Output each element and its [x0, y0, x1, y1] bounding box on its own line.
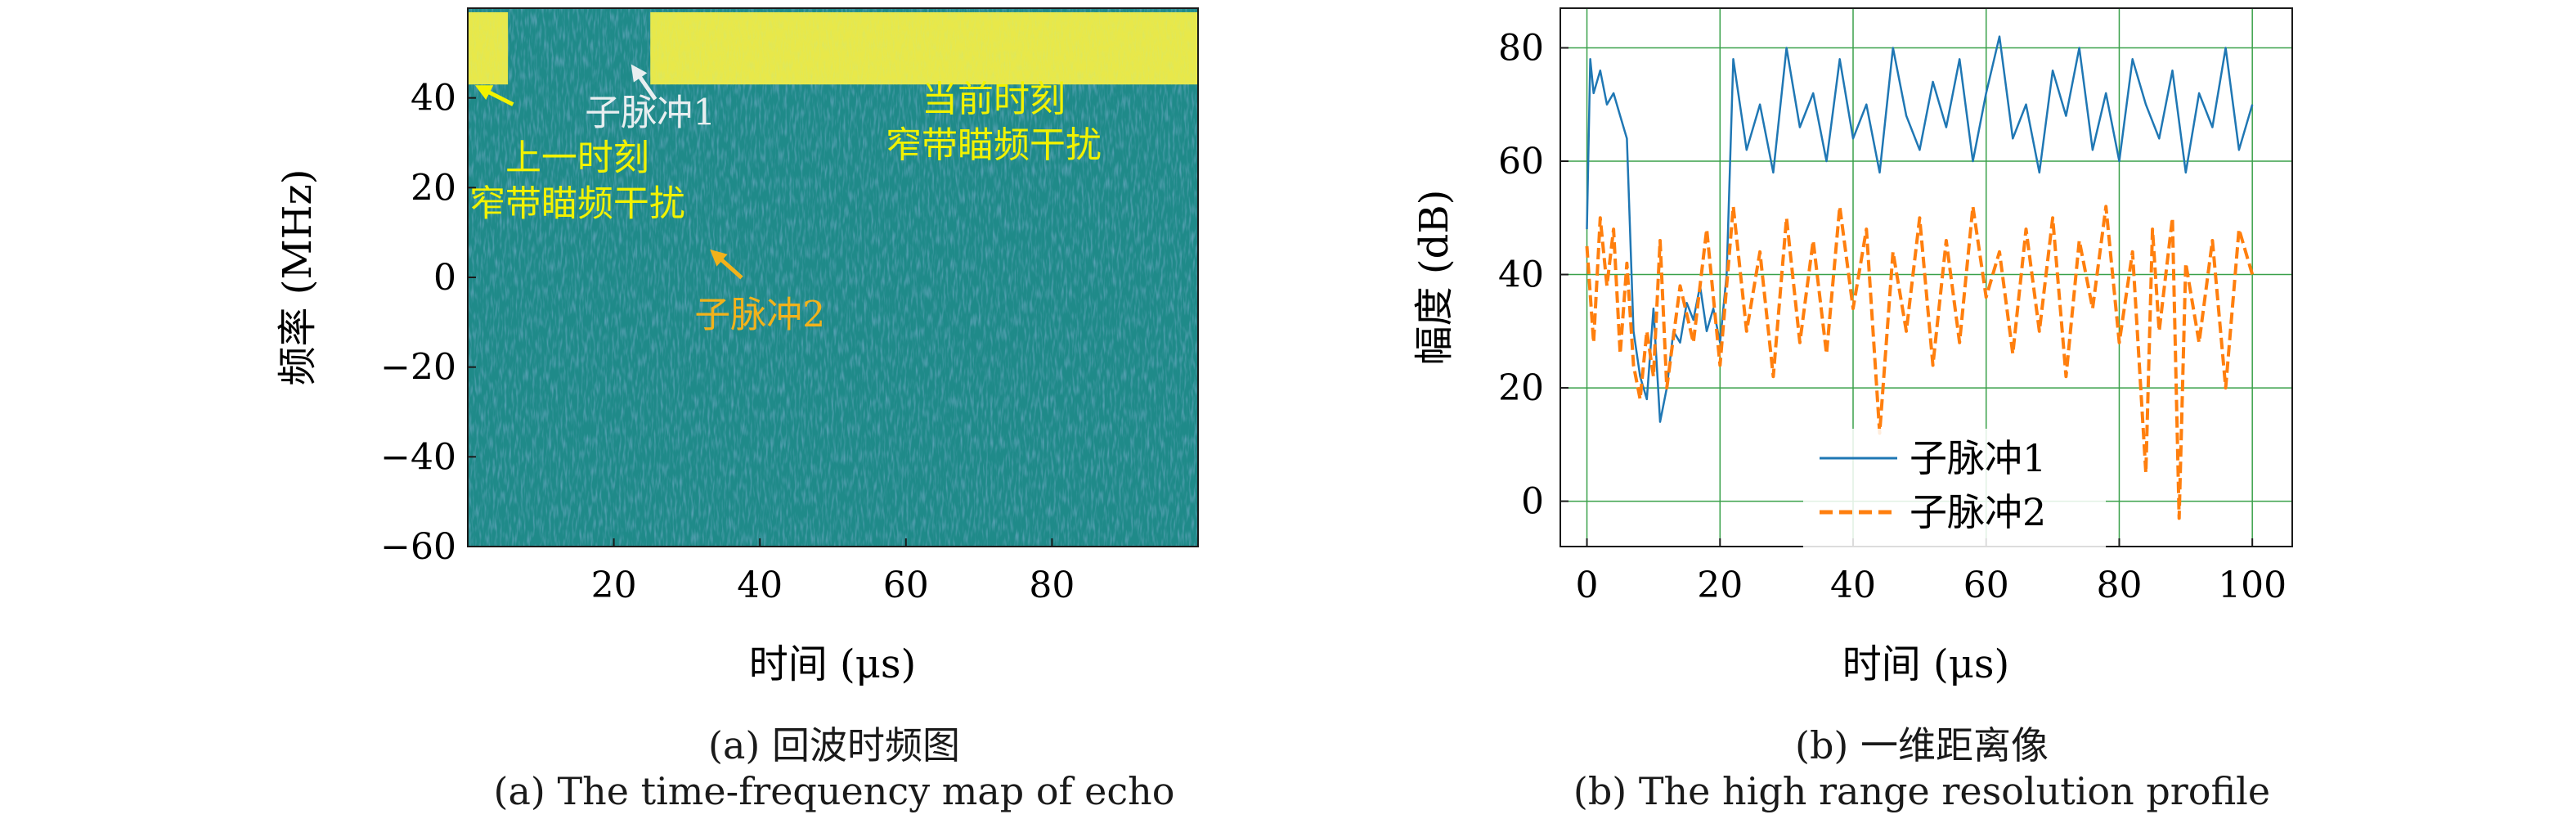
annotation-text: 上一时刻	[505, 137, 649, 178]
profile-ylabel: 幅度 (dB)	[1411, 190, 1457, 366]
annotation-text: 当前时刻	[922, 79, 1066, 120]
y-tick-label: −60	[380, 526, 456, 568]
y-tick-label: 0	[1521, 481, 1544, 523]
interference-band-texture	[650, 11, 1198, 85]
legend-label: 子脉冲1	[1910, 436, 2046, 480]
interference-band-texture	[468, 11, 509, 85]
panel-b-range-profile: 0 20 40 60 80 100 0 20 40 60 80 子脉冲1 子脉冲2 时间 (μs) 幅…	[1411, 7, 2293, 687]
spectrogram-axes: 20 40 60 80 −60 −40 −20 0 20 40	[380, 78, 1075, 606]
y-tick-label: 60	[1498, 141, 1544, 182]
caption-a-en: (a) The time-frequency map of echo	[493, 769, 1175, 813]
y-tick-label: 0	[433, 257, 456, 299]
y-tick-label: 40	[1498, 254, 1544, 296]
profile-axes: 0 20 40 60 80 100 0 20 40 60 80	[1498, 27, 2287, 606]
spectrogram-xlabel: 时间 (μs)	[749, 641, 917, 687]
spectrogram-noise	[468, 8, 1198, 547]
annotation-text: 子脉冲1	[585, 92, 716, 134]
y-tick-label: 40	[411, 78, 456, 119]
annotation-text: 窄带瞄频干扰	[469, 182, 685, 224]
interference-bands	[468, 11, 1198, 85]
series-lines	[1585, 35, 2255, 520]
x-tick-label: 60	[1963, 565, 2009, 606]
series-line-1	[1586, 35, 2254, 423]
spectrogram-ylabel: 频率 (MHz)	[275, 169, 321, 385]
x-tick-label: 100	[2218, 565, 2287, 606]
annotation-text: 子脉冲2	[694, 294, 825, 335]
legend-box	[1803, 429, 2106, 550]
y-tick-label: −20	[380, 347, 456, 389]
x-tick-label: 20	[591, 565, 637, 606]
y-tick-label: 20	[411, 167, 456, 209]
x-tick-label: 20	[1697, 565, 1743, 606]
annotation-arrow	[474, 85, 514, 106]
legend-label: 子脉冲2	[1910, 490, 2046, 534]
caption-b-en: (b) The high range resolution profile	[1573, 769, 2271, 813]
legend: 子脉冲1 子脉冲2	[1803, 429, 2106, 550]
profile-xlabel: 时间 (μs)	[1842, 641, 2010, 687]
x-tick-label: 80	[2096, 565, 2142, 606]
x-tick-label: 80	[1029, 565, 1075, 606]
annotation-text: 窄带瞄频干扰	[886, 124, 1102, 166]
x-tick-label: 40	[1830, 565, 1876, 606]
annotation-arrow	[710, 249, 743, 280]
y-tick-label: −40	[380, 436, 456, 478]
y-tick-label: 80	[1498, 27, 1544, 69]
caption-b-cn: (b) 一维距离像	[1795, 723, 2049, 767]
x-tick-label: 0	[1576, 565, 1599, 606]
x-tick-label: 60	[883, 565, 929, 606]
x-tick-label: 40	[737, 565, 783, 606]
caption-a-cn: (a) 回波时频图	[708, 723, 960, 767]
y-tick-label: 20	[1498, 367, 1544, 409]
annotation-arrow	[631, 64, 657, 101]
